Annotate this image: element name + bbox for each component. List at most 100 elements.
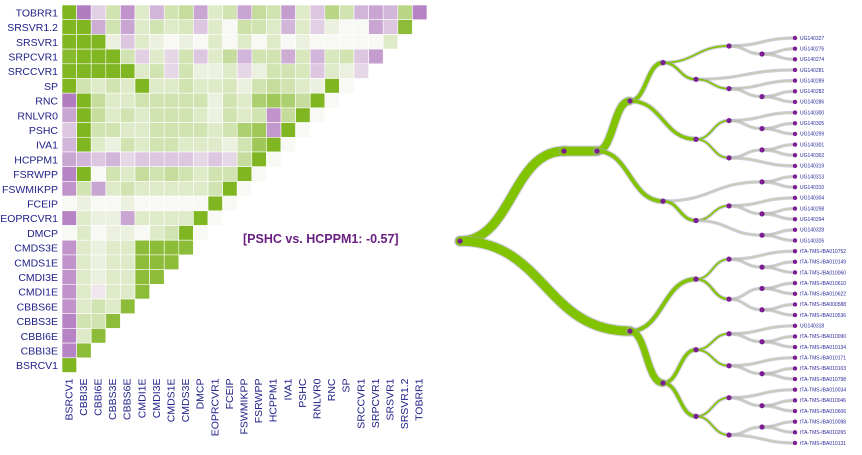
heatmap-cell[interactable]: SRCCVR1 vs. BSRCV1: 0.95 — [61, 63, 77, 79]
heatmap-cell[interactable]: TOBRR1 vs. FSWMIKPP: -0.5 — [236, 4, 253, 20]
heatmap-cell[interactable]: CMDI3E vs. CBBI3E: 0.2 — [76, 269, 92, 285]
heatmap-cell[interactable]: SRSVR1.2 vs. EOPRCVR1: 0.2 — [207, 19, 223, 35]
leaf-node[interactable] — [792, 440, 798, 446]
heatmap-cell[interactable]: SRCCVR1 vs. FSRWPP: 0.1 — [251, 63, 267, 79]
heatmap-cell[interactable]: DMCP vs. CMDI3E: 0.2 — [149, 225, 165, 241]
heatmap-cell[interactable]: HCPPM1 vs. FSWMIKPP: 0.4 — [236, 151, 253, 167]
heatmap-cell[interactable]: DMCP vs. CBBI3E: 0.2 — [76, 225, 92, 241]
heatmap-cell[interactable]: SRPCVR1 vs. CBBS3E: 0.95 — [105, 48, 121, 65]
heatmap-cell[interactable]: BSRCV1 vs. BSRCV1: 0.95 — [61, 357, 77, 373]
tree-node[interactable] — [759, 232, 765, 238]
heatmap-cell[interactable]: EOPRCVR1 vs. CBBS6E: -0.5 — [120, 210, 136, 226]
heatmap-cell[interactable]: TOBRR1 vs. CBBS6E: -0.6 — [120, 4, 136, 20]
heatmap-cell[interactable]: FSWMIKPP vs. CMDI1E: 0.2 — [134, 181, 150, 197]
heatmap-cell[interactable]: FSWMIKPP vs. BSRCV1: -0.6 — [61, 181, 77, 197]
heatmap-cell[interactable]: HCPPM1 vs. FCEIP: -0.2 — [222, 151, 238, 167]
heatmap-cell[interactable]: RNC vs. CMDS3E: 0.3 — [178, 92, 194, 109]
heatmap-cell[interactable]: DMCP vs. BSRCV1: 0 — [61, 225, 77, 241]
heatmap-cell[interactable]: EOPRCVR1 vs. CMDI3E: 0.2 — [149, 210, 165, 226]
heatmap-cell[interactable]: FCEIP vs. BSRCV1: 0 — [61, 195, 77, 212]
heatmap-cell[interactable]: RNLVR0 vs. CBBS6E: 0.3 — [120, 107, 136, 123]
heatmap-cell[interactable]: IVA1 vs. CBBI6E: 0.2 — [90, 137, 107, 153]
heatmap-cell[interactable]: SRSVR1 vs. SP: 0 — [339, 34, 355, 50]
leaf-node[interactable] — [792, 46, 798, 51]
heatmap-cell[interactable]: RNLVR0 vs. CBBI3E: 0.95 — [76, 107, 92, 123]
heatmap-cell[interactable]: SRPCVR1 vs. RNC: 0.25 — [324, 48, 340, 65]
leaf-node[interactable] — [792, 280, 798, 286]
heatmap-cell[interactable]: RNLVR0 vs. CBBS3E: 0.2 — [105, 107, 121, 123]
heatmap-cell[interactable]: PSHC vs. CBBI6E: 0.3 — [90, 122, 107, 138]
tree-node[interactable] — [693, 347, 699, 353]
heatmap-cell[interactable]: RNLVR0 vs. FSWMIKPP: 0.2 — [236, 107, 253, 123]
heatmap-cell[interactable]: SRSVR1.2 vs. CBBI6E: -0.45 — [90, 19, 107, 35]
leaf-node[interactable] — [792, 99, 798, 105]
heatmap-cell[interactable]: CBBI6E vs. CBBI3E: 0.2 — [76, 328, 92, 344]
leaf-node[interactable] — [792, 238, 798, 243]
heatmap-cell[interactable]: RNC vs. PSHC: 0.4 — [295, 92, 311, 109]
heatmap-cell[interactable]: FSWMIKPP vs. CBBS6E: 0.3 — [120, 181, 136, 197]
heatmap-cell[interactable]: CBBS6E vs. CBBS6E: 0.85 — [120, 298, 136, 314]
heatmap-cell[interactable]: CMDI3E vs. CBBS3E: 0.2 — [105, 269, 121, 285]
heatmap-cell[interactable]: CMDS1E vs. CBBS6E: 0.2 — [120, 254, 136, 270]
heatmap-cell[interactable]: CMDS1E vs. CBBS3E: 0.2 — [105, 254, 121, 270]
heatmap-cell[interactable]: DMCP vs. CMDI1E: 0 — [134, 225, 150, 241]
heatmap-cell[interactable]: TOBRR1 vs. CMDS3E: 0.4 — [178, 4, 194, 20]
leaf-node[interactable] — [792, 408, 798, 414]
heatmap-cell[interactable]: TOBRR1 vs. CBBS3E: 0.3 — [105, 4, 121, 20]
heatmap-cell[interactable]: CMDI1E vs. CBBI3E: 0.2 — [76, 283, 92, 300]
leaf-node[interactable] — [792, 334, 798, 339]
heatmap-cell[interactable]: CMDI1E vs. BSRCV1: -0.6 — [61, 283, 77, 300]
heatmap-cell[interactable]: TOBRR1 vs. CMDI3E: -0.4 — [149, 4, 165, 20]
leaf-node[interactable] — [792, 89, 798, 94]
leaf-node[interactable] — [792, 131, 798, 137]
leaf-node[interactable] — [792, 35, 798, 41]
leaf-node[interactable] — [792, 259, 798, 265]
heatmap-cell[interactable]: RNLVR0 vs. RNLVR0: 0 — [309, 107, 326, 123]
heatmap-cell[interactable]: PSHC vs. CBBS6E: 0.2 — [120, 122, 136, 138]
heatmap-cell[interactable]: TOBRR1 vs. RNLVR0: -0.3 — [309, 4, 326, 20]
leaf-node[interactable] — [792, 206, 798, 211]
heatmap-cell[interactable]: HCPPM1 vs. CMDS1E: -0.3 — [163, 151, 180, 167]
heatmap-cell[interactable]: SRCCVR1 vs. CBBI3E: 0.95 — [76, 63, 92, 79]
heatmap-cell[interactable]: RNC vs. CMDI3E: 0.3 — [149, 92, 165, 109]
heatmap-cell[interactable]: RNLVR0 vs. CBBI6E: 0.4 — [90, 107, 107, 123]
heatmap-cell[interactable]: IVA1 vs. CMDI1E: 0.2 — [134, 137, 150, 153]
heatmap-cell[interactable]: FSWMIKPP vs. CBBI3E: 0.3 — [76, 181, 92, 197]
heatmap-cell[interactable]: DMCP vs. CMDS1E: 0.3 — [163, 225, 180, 241]
heatmap-cell[interactable]: CMDS3E vs. CBBS3E: 0.2 — [105, 239, 121, 256]
heatmap-cell[interactable]: TOBRR1 vs. CMDS1E: 0.3 — [163, 4, 180, 20]
heatmap-cell[interactable]: FSWMIKPP vs. CBBS3E: 0.2 — [105, 181, 121, 197]
heatmap-cell[interactable]: TOBRR1 vs. RNC: 0.5 — [324, 4, 340, 20]
heatmap-cell[interactable]: FSRWPP vs. CBBS3E: 0.3 — [105, 166, 121, 182]
heatmap-cell[interactable]: RNC vs. CBBS3E: 0.2 — [105, 92, 121, 109]
heatmap-cell[interactable]: TOBRR1 vs. CMDI1E: 0.2 — [134, 4, 150, 20]
heatmap-cell[interactable]: FSRWPP vs. FCEIP: 0.3 — [222, 166, 238, 182]
heatmap-cell[interactable]: FSRWPP vs. BSRCV1: -0.7 — [61, 166, 77, 182]
heatmap-cell[interactable]: RNLVR0 vs. DMCP: 0.2 — [193, 107, 209, 123]
heatmap-cell[interactable]: SP vs. PSHC: 0.2 — [295, 78, 311, 94]
tree-node[interactable] — [759, 285, 765, 292]
heatmap-cell[interactable]: CMDI3E vs. CMDI1E: 0.85 — [134, 269, 150, 285]
heatmap-cell[interactable]: CMDI3E vs. CMDI3E: 0.85 — [149, 269, 165, 285]
heatmap-cell[interactable]: SRCCVR1 vs. IVA1: 0.3 — [280, 63, 296, 79]
heatmap-cell[interactable]: RNC vs. FSWMIKPP: 0.2 — [236, 92, 253, 109]
heatmap-cell[interactable]: EOPRCVR1 vs. CMDS1E: 0.2 — [163, 210, 180, 226]
heatmap-cell[interactable]: SRPCVR1 vs. PSHC: 0.25 — [295, 48, 311, 65]
heatmap-cell[interactable]: PSHC vs. CBBS3E: 0.3 — [105, 122, 121, 138]
tree-node[interactable] — [726, 155, 732, 161]
heatmap-cell[interactable]: RNC vs. FCEIP: 0.3 — [222, 92, 238, 109]
heatmap-cell[interactable]: FSWMIKPP vs. CMDI3E: 0.2 — [149, 181, 165, 197]
heatmap-cell[interactable]: PSHC vs. CMDS1E: 0.3 — [163, 122, 180, 138]
leaf-node[interactable] — [792, 398, 798, 403]
heatmap-cell[interactable]: TOBRR1 vs. IVA1: -0.55 — [280, 4, 296, 20]
heatmap-cell[interactable]: SRCCVR1 vs. FSWMIKPP: -0.2 — [236, 63, 253, 79]
leaf-node[interactable] — [792, 430, 798, 435]
heatmap-cell[interactable]: SRSVR1.2 vs. SRSVR1.2: 0.85 — [397, 19, 413, 35]
heatmap-cell[interactable]: SRCCVR1 vs. CMDS1E: -0.2 — [163, 63, 180, 79]
heatmap-cell[interactable]: CMDS1E vs. CBBI6E: 0.1 — [90, 254, 107, 270]
heatmap-cell[interactable]: SRSVR1.2 vs. SP: 0 — [339, 19, 355, 35]
tree-node[interactable] — [726, 117, 732, 124]
heatmap-cell[interactable]: SP vs. CMDI1E: 0.95 — [134, 78, 150, 94]
heatmap-cell[interactable]: TOBRR1 vs. CBBI6E: -0.25 — [90, 4, 107, 20]
heatmap-cell[interactable]: PSHC vs. CBBI3E: 0.95 — [76, 122, 92, 138]
